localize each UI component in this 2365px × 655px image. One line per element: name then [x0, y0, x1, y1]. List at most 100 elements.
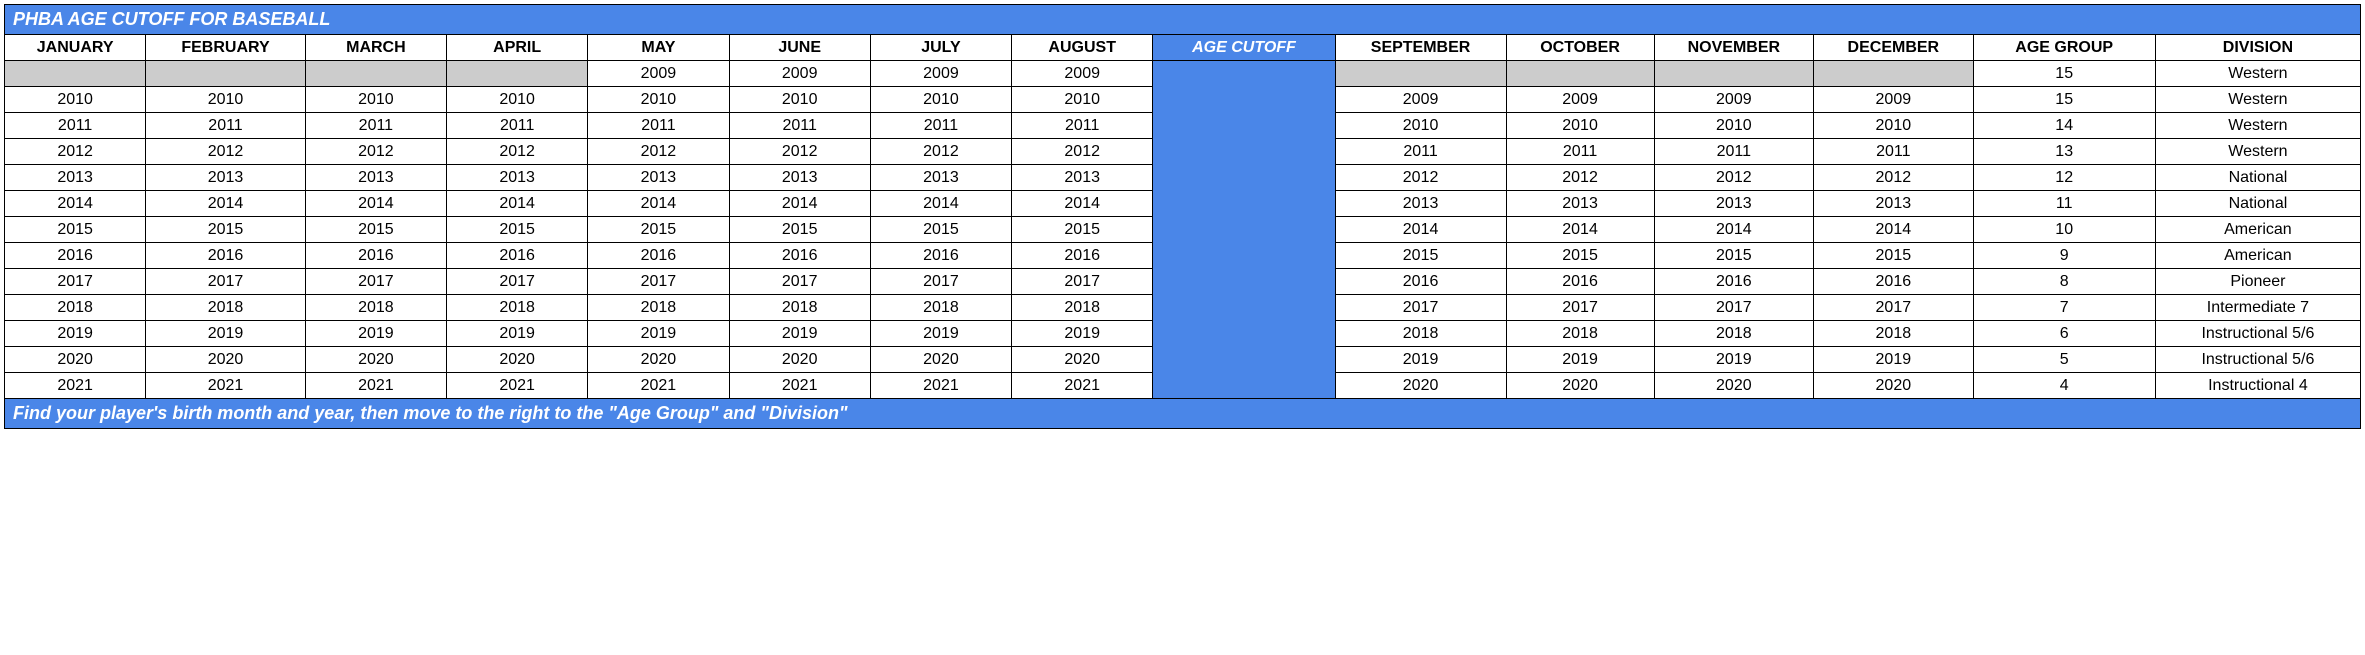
cell-mar [305, 61, 446, 87]
cell-apr: 2014 [447, 191, 588, 217]
table-row: 200920092009200915Western [5, 61, 2361, 87]
cell-oct: 2020 [1506, 373, 1654, 399]
age-cutoff-table: JANUARY FEBRUARY MARCH APRIL MAY JUNE JU… [4, 34, 2361, 399]
cell-nov: 2020 [1654, 373, 1813, 399]
cell-jul: 2013 [870, 165, 1011, 191]
cell-nov: 2013 [1654, 191, 1813, 217]
age-cutoff-spacer [1153, 61, 1335, 399]
cell-oct: 2011 [1506, 139, 1654, 165]
cell-jul: 2016 [870, 243, 1011, 269]
cell-age-group: 7 [1973, 295, 2155, 321]
cell-jun: 2018 [729, 295, 870, 321]
cell-age-group: 11 [1973, 191, 2155, 217]
cell-dec: 2020 [1814, 373, 1973, 399]
cell-jun: 2013 [729, 165, 870, 191]
cell-sep: 2010 [1335, 113, 1506, 139]
cell-may: 2017 [588, 269, 729, 295]
cell-age-group: 6 [1973, 321, 2155, 347]
cell-jan: 2018 [5, 295, 146, 321]
cell-division: Instructional 5/6 [2155, 347, 2360, 373]
col-december: DECEMBER [1814, 35, 1973, 61]
cell-mar: 2017 [305, 269, 446, 295]
cell-apr [447, 61, 588, 87]
cell-oct: 2015 [1506, 243, 1654, 269]
cell-division: Western [2155, 61, 2360, 87]
header-row: JANUARY FEBRUARY MARCH APRIL MAY JUNE JU… [5, 35, 2361, 61]
cell-apr: 2020 [447, 347, 588, 373]
cell-feb: 2010 [146, 87, 305, 113]
cell-apr: 2017 [447, 269, 588, 295]
cell-division: Western [2155, 87, 2360, 113]
age-cutoff-container: PHBA AGE CUTOFF FOR BASEBALL JANUARY FEB… [4, 4, 2361, 429]
cell-jan: 2020 [5, 347, 146, 373]
cell-may: 2012 [588, 139, 729, 165]
cell-jul: 2017 [870, 269, 1011, 295]
cell-jul: 2010 [870, 87, 1011, 113]
cell-may: 2021 [588, 373, 729, 399]
cell-jan: 2016 [5, 243, 146, 269]
cell-mar: 2016 [305, 243, 446, 269]
cell-age-group: 15 [1973, 61, 2155, 87]
cell-sep: 2017 [1335, 295, 1506, 321]
cell-jun: 2015 [729, 217, 870, 243]
cell-feb [146, 61, 305, 87]
cell-division: National [2155, 191, 2360, 217]
cell-feb: 2018 [146, 295, 305, 321]
cell-jun: 2014 [729, 191, 870, 217]
cell-jun: 2012 [729, 139, 870, 165]
cell-age-group: 15 [1973, 87, 2155, 113]
cell-sep [1335, 61, 1506, 87]
cell-mar: 2013 [305, 165, 446, 191]
cell-dec: 2012 [1814, 165, 1973, 191]
cell-feb: 2021 [146, 373, 305, 399]
cell-dec: 2011 [1814, 139, 1973, 165]
cell-mar: 2010 [305, 87, 446, 113]
col-november: NOVEMBER [1654, 35, 1813, 61]
cell-aug: 2012 [1012, 139, 1153, 165]
cell-sep: 2020 [1335, 373, 1506, 399]
col-june: JUNE [729, 35, 870, 61]
cell-oct [1506, 61, 1654, 87]
cell-may: 2014 [588, 191, 729, 217]
cell-oct: 2017 [1506, 295, 1654, 321]
cell-may: 2009 [588, 61, 729, 87]
cell-oct: 2016 [1506, 269, 1654, 295]
cell-jan: 2021 [5, 373, 146, 399]
cell-jun: 2020 [729, 347, 870, 373]
cell-feb: 2011 [146, 113, 305, 139]
cell-age-group: 8 [1973, 269, 2155, 295]
cell-oct: 2013 [1506, 191, 1654, 217]
cell-sep: 2015 [1335, 243, 1506, 269]
cell-oct: 2010 [1506, 113, 1654, 139]
cell-sep: 2018 [1335, 321, 1506, 347]
cell-feb: 2013 [146, 165, 305, 191]
cell-jul: 2020 [870, 347, 1011, 373]
cell-jul: 2018 [870, 295, 1011, 321]
cell-aug: 2015 [1012, 217, 1153, 243]
cell-mar: 2012 [305, 139, 446, 165]
cell-apr: 2011 [447, 113, 588, 139]
footer-bar: Find your player's birth month and year,… [4, 399, 2361, 429]
cell-mar: 2011 [305, 113, 446, 139]
table-body: 200920092009200915Western201020102010201… [5, 61, 2361, 399]
cell-aug: 2013 [1012, 165, 1153, 191]
cell-may: 2011 [588, 113, 729, 139]
cell-jan [5, 61, 146, 87]
cell-feb: 2015 [146, 217, 305, 243]
cell-jan: 2010 [5, 87, 146, 113]
cell-age-group: 13 [1973, 139, 2155, 165]
cell-jun: 2009 [729, 61, 870, 87]
cell-nov: 2015 [1654, 243, 1813, 269]
cell-division: American [2155, 243, 2360, 269]
cell-nov [1654, 61, 1813, 87]
cell-aug: 2010 [1012, 87, 1153, 113]
cell-jul: 2011 [870, 113, 1011, 139]
cell-jul: 2021 [870, 373, 1011, 399]
cell-jun: 2010 [729, 87, 870, 113]
cell-jun: 2011 [729, 113, 870, 139]
cell-jun: 2021 [729, 373, 870, 399]
cell-apr: 2012 [447, 139, 588, 165]
cell-aug: 2020 [1012, 347, 1153, 373]
cell-may: 2018 [588, 295, 729, 321]
cell-apr: 2016 [447, 243, 588, 269]
